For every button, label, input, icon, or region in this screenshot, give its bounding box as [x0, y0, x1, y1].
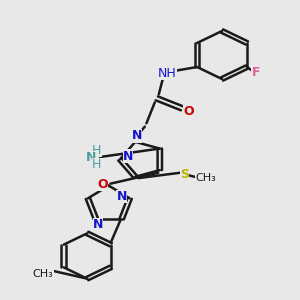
Text: N: N	[116, 190, 127, 203]
Text: F: F	[251, 67, 260, 80]
Text: N: N	[93, 218, 103, 231]
Text: O: O	[183, 104, 194, 118]
Text: N: N	[132, 129, 142, 142]
Text: H: H	[92, 158, 101, 171]
Text: S: S	[180, 167, 189, 181]
Text: N: N	[86, 151, 96, 164]
Text: NH: NH	[158, 67, 177, 80]
Text: O: O	[98, 178, 108, 191]
Text: CH₃: CH₃	[195, 173, 216, 183]
Text: CH₃: CH₃	[33, 269, 54, 279]
Text: H: H	[92, 143, 101, 157]
Text: N: N	[123, 149, 133, 163]
